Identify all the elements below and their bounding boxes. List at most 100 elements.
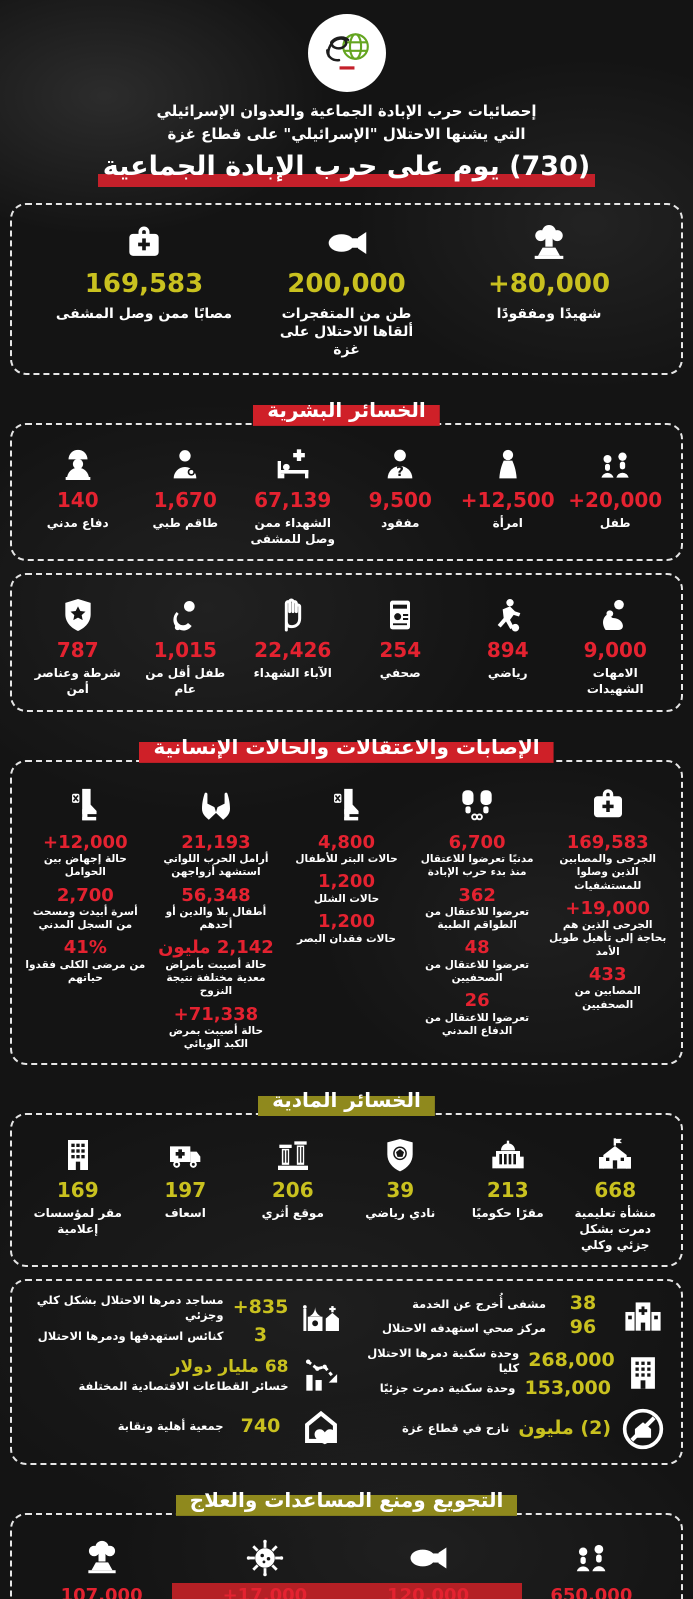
stat-value: 200,000 [287, 268, 406, 299]
stat-label: حالات البتر للأطفال [295, 853, 398, 866]
stat-label: حالة أصيبت بمرض الكبد الوبائي [168, 1025, 264, 1051]
stat: 21,193 أرامل الحرب اللواتي استشهد أزواجهن [156, 831, 277, 880]
stat-value: 21,193 [181, 831, 251, 853]
sports-club-icon [380, 1135, 420, 1175]
prosthetic-leg-icon [326, 784, 368, 826]
stat-label: أطفال بلا والدين أو أحدهم [165, 906, 267, 932]
open-hands-icon [195, 784, 237, 826]
children-icon [570, 1537, 612, 1579]
bandaged-leg-icon [64, 784, 106, 826]
stat: 22,426 الآباء الشهداء [239, 595, 347, 697]
stat-value: 9,500 [368, 488, 432, 513]
stat-row: 38 مشفى أُخرج عن الخدمة [351, 1292, 612, 1315]
medkit-icon [587, 784, 629, 826]
stat-label: طفل [599, 516, 631, 531]
group-charities: 740 جمعية أهلية ونقابة [28, 1405, 343, 1449]
bomb-icon [407, 1537, 449, 1579]
stat-value: 26 [464, 990, 490, 1012]
stat-value: +20,000 [568, 488, 663, 513]
medkit-icon [122, 221, 166, 265]
stat-value: +12,000 [43, 831, 128, 853]
school-icon [595, 1135, 635, 1175]
stat-label: من مرضى الكلى فقدوا حياتهم [25, 959, 146, 985]
woman-icon [488, 445, 528, 485]
stat-label: نازح في قطاع غزة [401, 1421, 510, 1436]
stat-row: 3 كنائس استهدفها ودمرها الاحتلال [28, 1324, 289, 1347]
stat-value: (2) مليون [518, 1416, 611, 1439]
stat-value: 153,000 [524, 1376, 611, 1399]
stat-label: مصابًا ممن وصل المشفى [55, 305, 233, 322]
stat-label: منشأة تعليمية دمرت بشكل جزئي وكلي [574, 1206, 657, 1252]
stat: 668 منشأة تعليمية دمرت بشكل جزئي وكلي [562, 1135, 670, 1253]
stat: 4,800 حالات البتر للأطفال [295, 831, 398, 867]
injuries-box: 169,583 الجرحى والمصابين الذين وصلوا للمس… [10, 759, 683, 1066]
stat-value: 362 [458, 884, 496, 906]
section-title-injuries: الإصابات والاعتقالات والحالات الإنسانية [0, 733, 693, 763]
stat-value: 4,800 [318, 831, 375, 853]
stat: 433 المصابين من الصحفيين [547, 963, 668, 1012]
stat-label: موقع أثري [261, 1206, 324, 1221]
ruins-icon [273, 1135, 313, 1175]
stat-row: 153,000 وحدة سكنية دمرت جزئيًا [351, 1376, 611, 1400]
stat-label: الجرحى الذين هم بحاجة إلى تأهيل طويل الأ… [549, 919, 667, 958]
stat-value: 1,015 [153, 638, 217, 663]
stat-row: 68 مليار دولار خسائر القطاعات الاقتصادية … [28, 1358, 288, 1393]
stat-label: طاقم طبي [152, 516, 219, 531]
header-line-2: التي يشنها الاحتلال "الإسرائيلي" على قطا… [167, 124, 526, 143]
footer-bar [171, 1583, 522, 1599]
baby-icon [165, 595, 205, 635]
stat-label: صحفي [379, 666, 421, 681]
stat-label: حالة إجهاض بين الحوامل [43, 853, 127, 879]
stat-value: 1,200 [318, 871, 375, 893]
stat-label: نادي رياضي [365, 1206, 436, 1221]
civil-defense-icon [58, 445, 98, 485]
section-title-human-losses: الخسائر البشرية [0, 397, 693, 427]
stat: 213 مقرًا حكوميًا [454, 1135, 562, 1253]
stat: +20,000 طفل [562, 445, 670, 547]
stat: 254 صحفي [347, 595, 455, 697]
summary-stat: 200,000 طن من المتفجرات ألقاها الاحتلال … [249, 221, 445, 359]
stat-row: (2) مليون نازح في قطاع غزة [351, 1416, 611, 1440]
stat-label: أسرة أبيدت ومسحت من السجل المدني [32, 906, 138, 932]
stat-value: 650,000 [550, 1584, 633, 1599]
stat-label: الآباء الشهداء [253, 666, 332, 681]
stat-value: +835 [232, 1296, 289, 1319]
summary-stat: 169,583 مصابًا ممن وصل المشفى [46, 221, 242, 359]
summary-stat: +80,000 شهيدًا ومفقودًا [451, 221, 647, 359]
stat-value: 433 [588, 963, 627, 985]
stat-row: +835 مساجد دمرها الاحتلال بشكل كلي وجزئي [28, 1293, 289, 1323]
cuffed-fists-icon [456, 784, 498, 826]
stat-value: 9,000 [583, 638, 647, 663]
stat: 2,142 مليون حالة أصيبت بأمراض معدية مختلف… [156, 938, 277, 998]
stat: 56,348 أطفال بلا والدين أو أحدهم [156, 885, 277, 933]
missing-person-icon [380, 445, 420, 485]
athlete-icon [488, 595, 528, 635]
stat: 39 نادي رياضي [347, 1135, 455, 1253]
stat-label: وحدة سكنية دمرها الاحتلال كليا [367, 1345, 520, 1375]
header-line-1: إحصائيات حرب الإبادة الجماعية والعدوان ا… [156, 102, 537, 120]
hospital-bed-icon [273, 445, 313, 485]
stat-label: اسعاف [164, 1206, 206, 1221]
stat-label: مفقود [381, 516, 420, 531]
org-logo-icon [325, 33, 369, 70]
stat: 26 تعرضوا للاعتقال من الدفاع المدني [417, 991, 538, 1038]
stat: 1,015 طفل أقل من عام [132, 595, 240, 697]
stat-value: 41% [63, 937, 107, 959]
mushroom-cloud-icon [527, 221, 571, 265]
apartment-building-icon [621, 1351, 665, 1395]
stat: 894 رياضي [454, 595, 562, 697]
group-health-facilities: 38 مشفى أُخرج عن الخدمة 96 مركز صحي استهدف… [351, 1292, 666, 1339]
stat: +17,000مريض أنهوا إجراءات التحويل وينتظر… [188, 1585, 341, 1599]
human-losses-box-2: 9,000 الامهات الشهيدات 894 رياضي 254 صحفي 2… [10, 573, 683, 712]
stat-value: +71,338 [173, 1003, 259, 1025]
stat-value: 96 [569, 1316, 597, 1339]
stat-row: 740 جمعية أهلية ونقابة [28, 1415, 289, 1438]
stat-value: 197 [164, 1178, 207, 1203]
stat-label: مدنيًا تعرضوا للاعتقال منذ بدء حرب الإبا… [420, 853, 534, 879]
stat-value: 67,139 [254, 488, 332, 513]
stat-label: طفل أقل من عام [145, 666, 226, 696]
stat-value: 6,700 [448, 831, 506, 853]
